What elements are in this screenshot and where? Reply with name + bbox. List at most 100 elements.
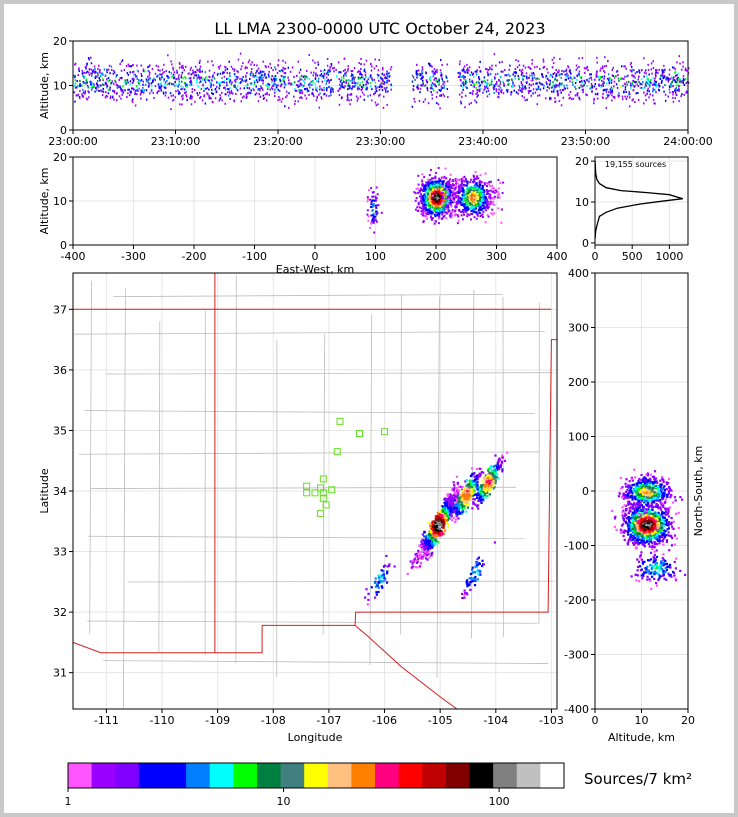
source-cell [555, 69, 557, 72]
source-cell [423, 542, 426, 545]
source-cell [487, 68, 490, 71]
source-cell [164, 81, 167, 84]
source-cell [460, 102, 462, 105]
source-cell [75, 94, 78, 97]
source-cell [260, 85, 262, 88]
source-cell [492, 200, 495, 203]
source-cell [411, 562, 414, 565]
source-cell [236, 75, 238, 78]
source-cell [474, 99, 476, 102]
source-cell [461, 75, 463, 78]
source-cell [308, 93, 310, 96]
source-cell [285, 96, 287, 99]
source-cell [468, 186, 471, 189]
source-cell [78, 95, 81, 98]
source-cell [467, 208, 470, 211]
source-cell [459, 202, 462, 205]
source-cell [99, 79, 101, 82]
source-cell [219, 96, 222, 99]
source-cell [650, 81, 652, 84]
source-cell [481, 184, 484, 187]
source-cell [457, 215, 460, 218]
source-cell [593, 97, 595, 100]
source-cell [479, 196, 482, 199]
source-cell [459, 60, 461, 63]
source-cell [314, 61, 316, 64]
source-cell [499, 86, 502, 89]
source-cell [599, 69, 601, 72]
source-cell [449, 183, 452, 186]
source-cell [463, 84, 465, 87]
source-cell [445, 519, 448, 522]
source-cell [598, 84, 600, 87]
source-cell [443, 175, 446, 178]
source-cell [432, 75, 435, 78]
source-cell [299, 68, 302, 71]
source-cell [526, 98, 528, 101]
source-cell [218, 67, 221, 70]
source-cell [426, 87, 428, 90]
source-cell [302, 76, 305, 79]
source-cell [424, 557, 428, 560]
source-cell [422, 194, 425, 197]
source-cell [96, 80, 99, 83]
source-cell [644, 94, 647, 97]
source-cell [430, 542, 433, 545]
source-cell [90, 86, 92, 89]
source-cell [473, 178, 476, 181]
source-cell [218, 83, 221, 86]
source-cell [330, 63, 333, 66]
source-cell [87, 96, 90, 99]
source-cell [447, 183, 450, 186]
source-cell [262, 60, 265, 63]
source-cell [550, 97, 552, 100]
source-cell [188, 77, 190, 80]
source-cell [462, 82, 465, 85]
source-cell [452, 180, 455, 183]
source-cell [426, 558, 429, 561]
source-cell [437, 211, 440, 214]
source-cell [134, 104, 137, 107]
source-cell [431, 546, 434, 549]
source-cell [375, 204, 378, 207]
x-tick-label: -300 [121, 250, 146, 263]
source-cell [442, 83, 444, 86]
source-cell [574, 77, 576, 80]
source-cell [381, 79, 384, 82]
source-cell [498, 93, 500, 96]
source-cell [613, 80, 616, 83]
source-cell [557, 93, 559, 96]
source-cell [370, 206, 373, 209]
source-cell [390, 83, 392, 86]
source-cell [421, 533, 424, 536]
source-cell [423, 539, 426, 543]
source-cell [212, 93, 214, 96]
source-cell [364, 74, 367, 77]
source-cell [374, 204, 377, 207]
source-cell [87, 86, 90, 89]
source-cell [386, 72, 389, 75]
source-cell [468, 497, 471, 500]
source-cell [435, 85, 437, 88]
source-cell [530, 89, 532, 92]
source-cell [360, 76, 363, 79]
source-cell [429, 526, 432, 530]
source-cell [385, 86, 388, 89]
source-cell [568, 93, 570, 96]
source-cell [255, 79, 258, 82]
source-cell [475, 486, 478, 489]
source-cell [438, 89, 441, 92]
source-cell [370, 69, 373, 72]
source-cell [457, 191, 460, 194]
source-cell [625, 67, 627, 70]
source-cell [434, 190, 437, 193]
source-cell [360, 67, 362, 70]
source-cell [430, 527, 434, 531]
source-cell [429, 79, 432, 82]
source-count-annotation: 19,155 sources [605, 160, 666, 169]
source-cell [493, 195, 496, 198]
source-cell [109, 72, 111, 75]
source-cell [422, 70, 424, 73]
source-cell [423, 544, 426, 547]
source-cell [528, 83, 531, 86]
